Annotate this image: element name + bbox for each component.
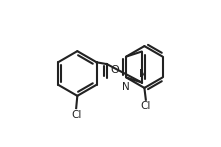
Text: Cl: Cl: [141, 101, 151, 111]
Text: N: N: [122, 81, 130, 91]
Text: O: O: [110, 65, 119, 75]
Text: Cl: Cl: [71, 110, 81, 120]
Text: N: N: [139, 69, 146, 79]
